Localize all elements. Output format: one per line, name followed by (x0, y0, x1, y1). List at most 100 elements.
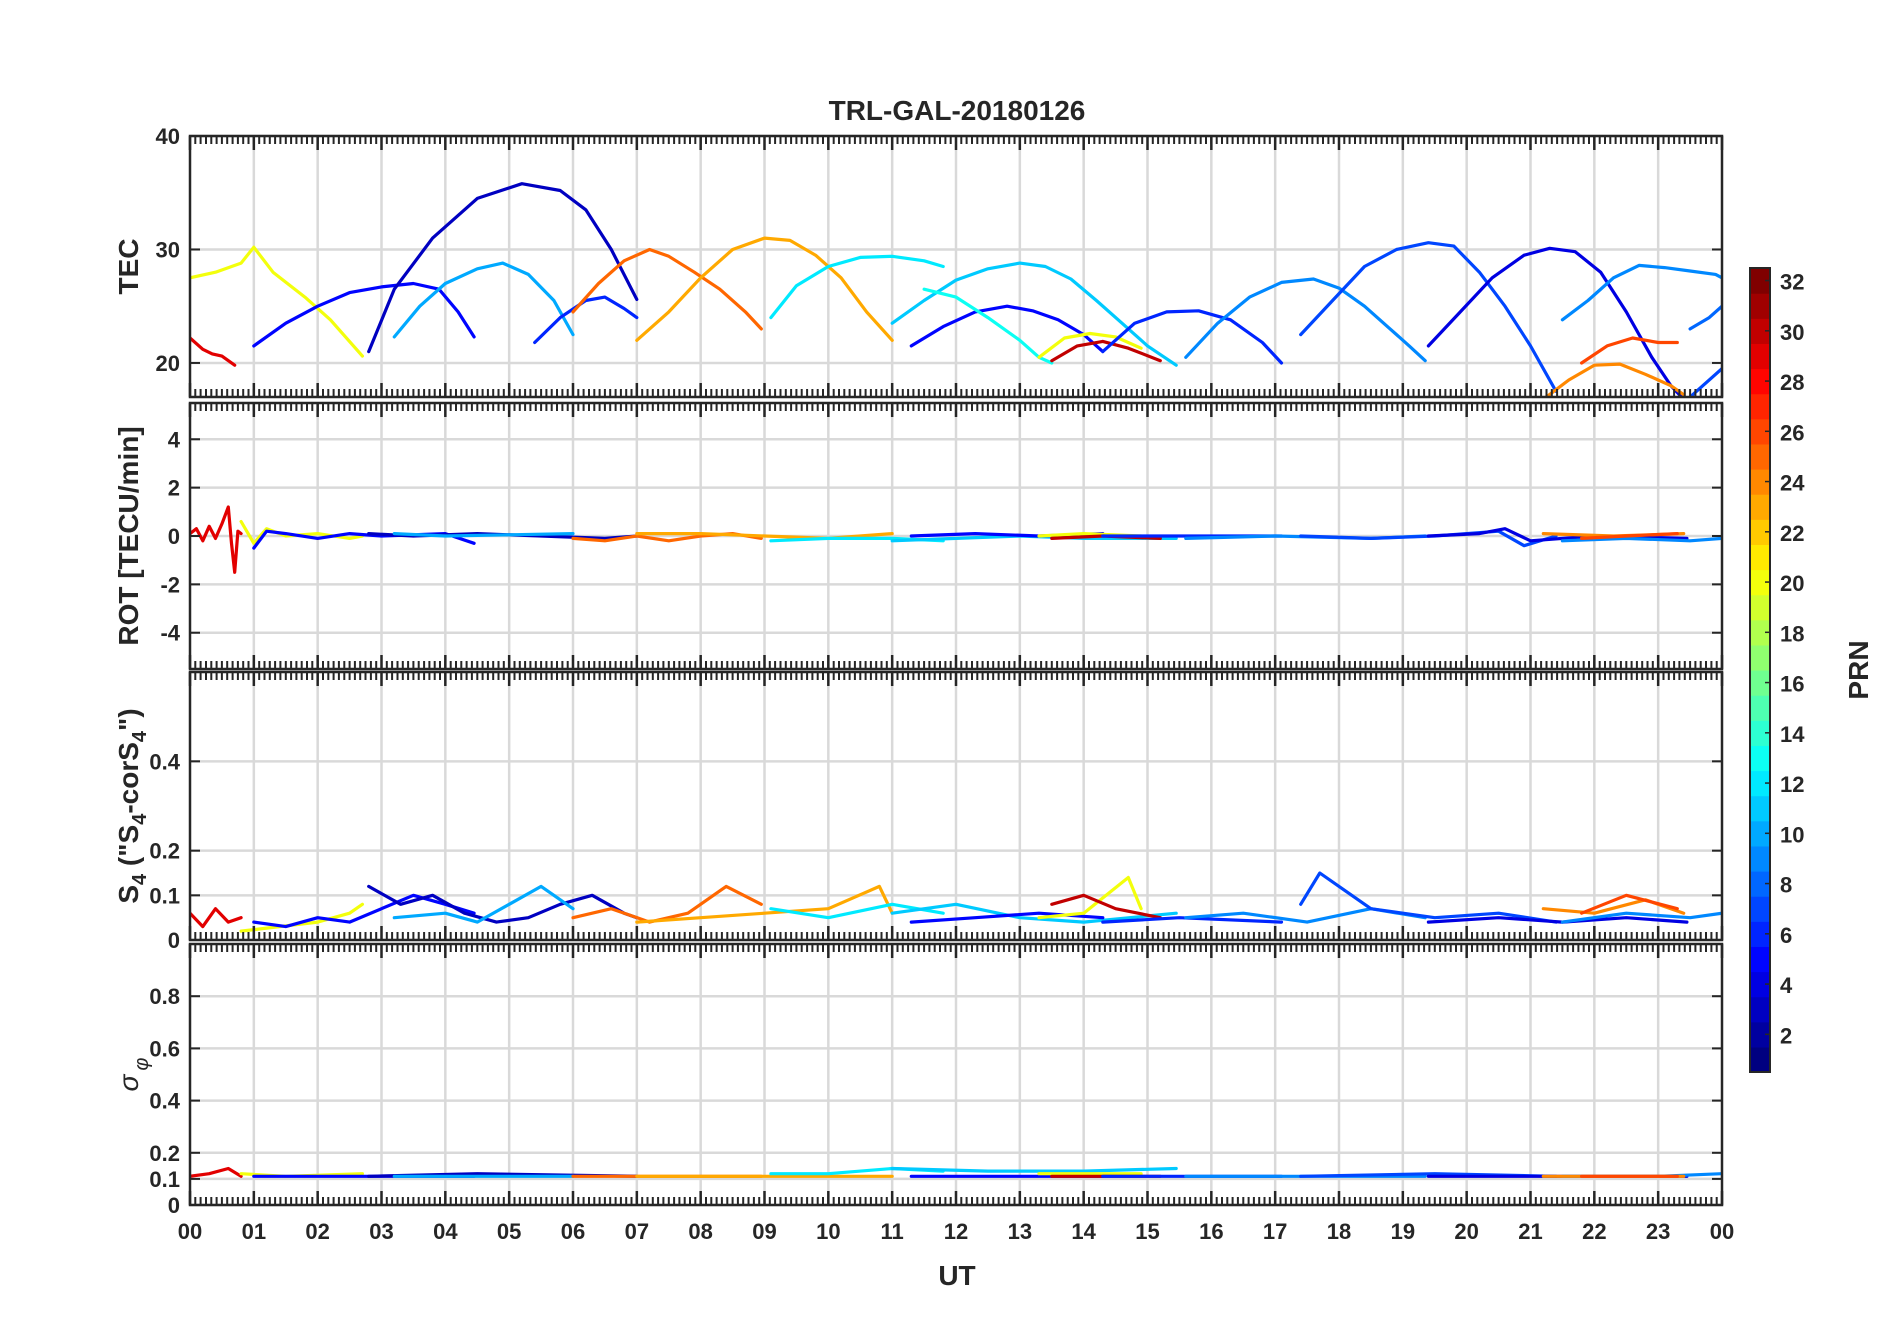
y-tick-label: 20 (156, 351, 180, 376)
colorbar-tick-label: 20 (1780, 571, 1804, 596)
series-line-prn-25 (571, 884, 763, 924)
colorbar-tick-label: 22 (1780, 521, 1804, 546)
y-tick-label: 0.2 (149, 1141, 180, 1166)
colorbar-swatch (1750, 418, 1770, 445)
colorbar-swatch (1750, 820, 1770, 847)
series-line-prn-6 (1101, 309, 1284, 365)
x-tick-label: 00 (178, 1219, 202, 1244)
series-line-prn-10 (392, 261, 575, 339)
x-tick-label: 20 (1454, 1219, 1478, 1244)
series-line-prn-29 (190, 907, 243, 929)
colorbar-swatch (1750, 644, 1770, 671)
colorbar-tick-label: 2 (1780, 1023, 1792, 1048)
x-tick-label: 17 (1263, 1219, 1287, 1244)
series-line-prn-25 (571, 247, 763, 331)
colorbar-swatch (1750, 469, 1770, 495)
y-tick-label: -2 (160, 572, 180, 597)
series-line-prn-7 (1299, 871, 1558, 924)
colorbar-tick-label: 4 (1780, 973, 1793, 998)
series-group (190, 505, 1722, 574)
colorbar-swatch (1750, 795, 1770, 822)
x-axis: 00 01 02 03 04 05 06 07 08 09 10 11 12 13 14 15 16 17 18 19… (178, 136, 1734, 1244)
y-tick-label: 0.8 (149, 984, 180, 1009)
series-line-prn-3 (367, 884, 639, 924)
colorbar-tick-label: 26 (1780, 420, 1804, 445)
y-axis-title-s4: S4 ("S4-corS4") (113, 708, 151, 903)
colorbar-swatch (1750, 871, 1770, 897)
y-tick-label: 0.6 (149, 1036, 180, 1061)
y-tick-label: 0.1 (149, 1167, 180, 1192)
y-tick-label: 0.4 (149, 749, 180, 774)
x-tick-label: 03 (369, 1219, 393, 1244)
series-line-prn-7 (1299, 241, 1558, 393)
colorbar-tick-label: 24 (1780, 471, 1805, 496)
series-line-prn-6 (1101, 916, 1284, 924)
y-tick-label: 0 (168, 1193, 180, 1218)
colorbar-swatch (1750, 720, 1770, 746)
y-tick-label: 40 (156, 124, 180, 149)
series-line-prn-29 (190, 1166, 243, 1178)
x-tick-label: 18 (1327, 1219, 1351, 1244)
colorbar-tick-label: 12 (1780, 772, 1804, 797)
series-line-prn-20 (190, 245, 364, 358)
series-line-prn-11 (890, 902, 1178, 924)
series-line-prn-26 (1579, 336, 1679, 365)
series-line-prn-5 (252, 281, 476, 348)
x-tick-label: 15 (1135, 1219, 1159, 1244)
y-tick-label: 0 (168, 524, 180, 549)
colorbar-swatch (1750, 619, 1770, 646)
series-line-prn-23 (635, 236, 894, 342)
series-group (190, 182, 1722, 397)
colorbar-swatch (1750, 1021, 1770, 1048)
x-tick-label: 21 (1518, 1219, 1542, 1244)
colorbar-swatch (1750, 293, 1770, 319)
y-tick-label: 0.2 (149, 839, 180, 864)
series-line-prn-23 (635, 884, 894, 924)
series-line-prn-20 (239, 519, 364, 545)
series-line-prn-9 (1184, 277, 1427, 363)
x-tick-label: 12 (944, 1219, 968, 1244)
series-line-prn-3 (367, 182, 639, 354)
y-tick-label: -4 (160, 621, 180, 646)
colorbar-swatch (1750, 946, 1770, 973)
series-line-prn-29 (190, 505, 243, 574)
panel-sigma: 00.10.2 0.4 0.6 0.8 σφ (113, 942, 1724, 1218)
series-line-prn-30 (1050, 893, 1162, 920)
series-group (190, 871, 1722, 933)
series-line-prn-10 (392, 531, 575, 538)
colorbar-swatch (1750, 268, 1770, 294)
series-line-prn-12 (769, 254, 945, 320)
colorbar-tick-label: 6 (1780, 923, 1792, 948)
colorbar-frame (1749, 267, 1771, 1073)
colorbar-tick-label: 8 (1780, 873, 1792, 898)
x-tick-label: 16 (1199, 1219, 1223, 1244)
x-axis-title: UT (938, 1260, 975, 1291)
y-tick-label: 0.1 (149, 883, 180, 908)
series-line-prn-5 (909, 304, 1105, 354)
x-tick-label: 06 (561, 1219, 585, 1244)
colorbar-swatch (1750, 996, 1770, 1023)
y-tick-label: 30 (156, 237, 180, 262)
colorbar-tick-label: 30 (1780, 320, 1804, 345)
y-tick-label: 0 (168, 928, 180, 953)
colorbar-swatch (1750, 971, 1770, 998)
colorbar-swatch (1750, 494, 1770, 520)
colorbar-tick-label: 28 (1780, 370, 1804, 395)
colorbar-swatch (1750, 921, 1770, 947)
colorbar-tick-label: 32 (1780, 270, 1804, 295)
colorbar-tick-label: 16 (1780, 672, 1804, 697)
series-line-prn-9 (1560, 263, 1722, 322)
series-line-prn-23 (635, 531, 894, 541)
series-line-prn-4 (1426, 246, 1684, 397)
x-tick-label: 08 (688, 1219, 712, 1244)
series-line-prn-26 (1579, 893, 1679, 915)
colorbar-tick-label: 18 (1780, 621, 1804, 646)
y-axis-title-sigma: σφ (113, 1058, 153, 1092)
series-line-prn-13 (922, 287, 1054, 365)
series-line-prn-11 (890, 1166, 1178, 1173)
series-line-prn-20 (1037, 331, 1143, 359)
colorbar-swatch (1750, 368, 1770, 395)
series-line-prn-8 (1688, 304, 1722, 331)
